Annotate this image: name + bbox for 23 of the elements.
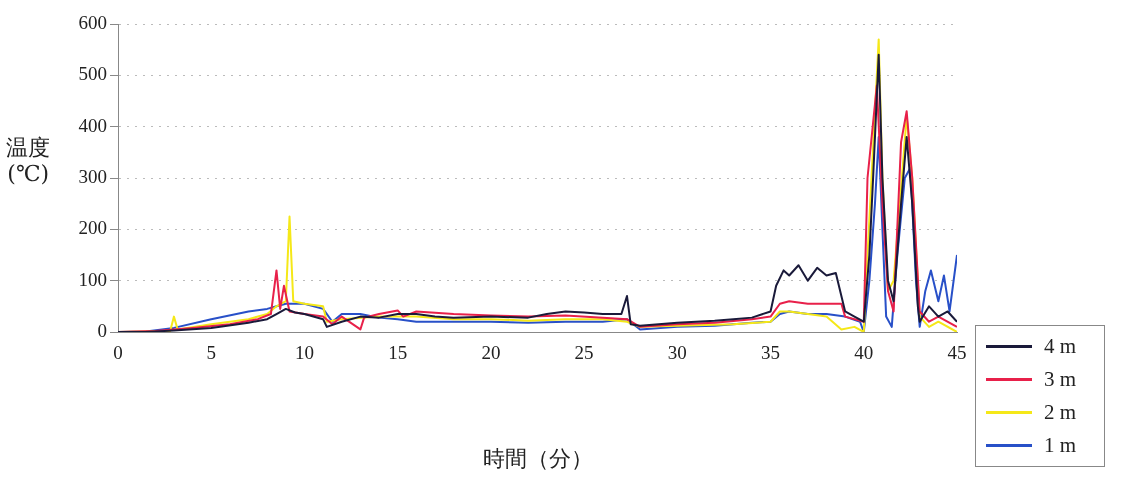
y-tick-label: 100: [78, 268, 107, 290]
x-tick-label: 5: [206, 342, 216, 364]
y-tick-label: 600: [78, 11, 107, 33]
y-axis-title: 温度(℃): [5, 135, 52, 188]
x-tick-label: 25: [574, 342, 594, 364]
y-tick-label: 300: [78, 165, 107, 187]
x-tick-label: 35: [761, 342, 781, 364]
x-tick-label: 45: [947, 342, 967, 364]
y-tick-label: 500: [78, 63, 107, 85]
y-tick-label: 400: [78, 114, 107, 136]
legend-label: 3 m: [1044, 367, 1077, 392]
legend-label: 4 m: [1044, 334, 1077, 359]
x-tick-label: 40: [854, 342, 874, 364]
x-tick-label: 10: [294, 342, 314, 364]
x-tick-label: 15: [388, 342, 408, 364]
x-tick-label: 0: [113, 342, 123, 364]
y-tick-label: 0: [97, 319, 107, 341]
x-tick-label: 30: [667, 342, 687, 364]
legend-label: 1 m: [1044, 433, 1077, 458]
x-axis-title: 時間（分）: [482, 445, 593, 471]
legend-label: 2 m: [1044, 400, 1077, 425]
y-tick-label: 200: [78, 217, 107, 239]
x-tick-label: 20: [481, 342, 501, 364]
